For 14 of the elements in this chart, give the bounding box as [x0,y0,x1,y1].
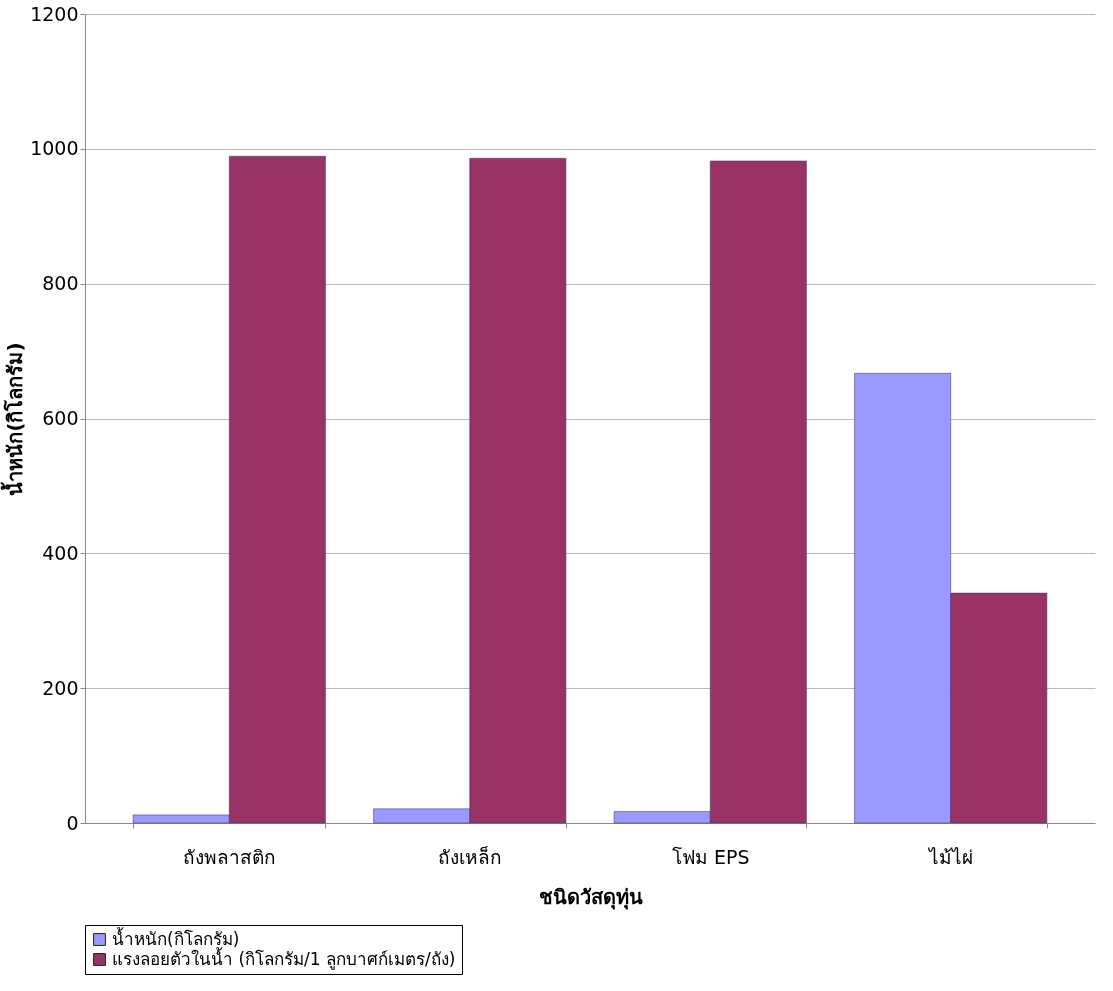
x-tick-label: ไม้ไผ่ [927,845,974,868]
legend-label: แรงลอยตัวในน้ำ (กิโลกรัม/1 ลูกบาศก์เมตร/ถัง) [112,946,456,970]
x-tick-label: ถังเหล็ก [438,844,503,868]
y-axis-title: น้ำหนัก(กิโลกรัม) [0,342,28,496]
y-tick-label: 800 [42,272,79,295]
y-tick-label: 200 [42,676,79,699]
x-tick-label: ถังพลาสติก [183,845,277,868]
y-tick-label: 1000 [30,137,79,160]
y-tick-label: 1200 [30,2,79,25]
y-tick-label: 400 [42,541,79,564]
y-tick-label: 600 [42,407,79,429]
x-axis-title: ชนิดวัสดุทุ่น [538,884,643,910]
y-tick-label: 0 [66,811,79,834]
x-tick-label: โฟม EPS [671,845,750,868]
